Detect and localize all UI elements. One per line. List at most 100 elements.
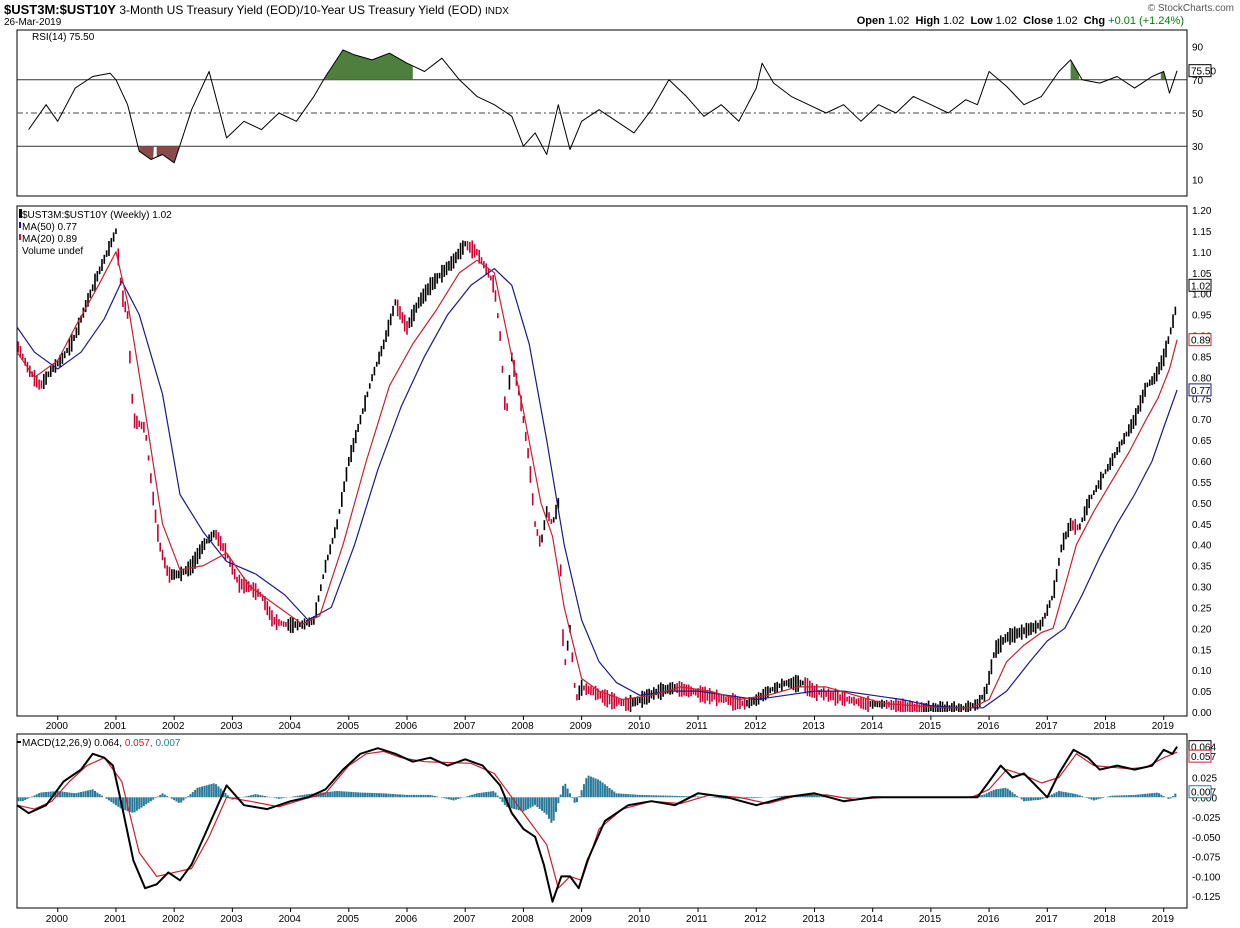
macd-tick-0.025: 0.025 (1192, 774, 1217, 785)
ma20-legend: MA(20) 0.89 (22, 234, 77, 245)
close-label: Close (1023, 15, 1054, 27)
exchange-label: INDX (485, 6, 509, 17)
rsi-last-value: 75.50 (1191, 67, 1216, 78)
chart-date: 26-Mar-2019 (4, 17, 62, 28)
ma50-last-value: 0.77 (1191, 386, 1211, 397)
x-tick-2014: 2014 (861, 721, 884, 732)
price-tick-0.40: 0.40 (1192, 541, 1212, 552)
macd-x-tick-2009: 2009 (570, 914, 593, 925)
ma20-last-value: 0.89 (1191, 336, 1211, 347)
rsi-line (28, 49, 1178, 164)
macd-x-tick-2016: 2016 (977, 914, 1000, 925)
price-legend: $UST3M:$UST10Y (Weekly) 1.02 (22, 210, 172, 221)
price-tick-0.95: 0.95 (1192, 311, 1212, 322)
ma20-line (16, 251, 1178, 709)
macd-x-tick-2011: 2011 (686, 914, 708, 925)
macd-x-tick-2003: 2003 (220, 914, 243, 925)
rsi-legend: RSI(14) 75.50 (32, 32, 95, 43)
rsi-tick-70: 70 (1192, 76, 1204, 87)
macd-line (16, 746, 1178, 903)
price-panel (16, 205, 1188, 717)
macd-x-tick-2019: 2019 (1152, 914, 1175, 925)
hist-last-value-box (1188, 785, 1212, 799)
price-tick-0.50: 0.50 (1192, 499, 1212, 510)
price-tick-0.85: 0.85 (1192, 352, 1212, 363)
macd-x-tick-2006: 2006 (395, 914, 418, 925)
rsi-tick-90: 90 (1192, 43, 1204, 54)
price-tick-0.25: 0.25 (1192, 603, 1212, 614)
price-tick-0.20: 0.20 (1192, 624, 1212, 635)
x-tick-2019: 2019 (1152, 721, 1175, 732)
rsi-tick-10: 10 (1192, 175, 1204, 186)
macd-x-tick-2014: 2014 (861, 914, 884, 925)
high-label: High (915, 15, 940, 27)
rsi-last-value-box (1188, 64, 1212, 78)
symbol-description: 3-Month US Treasury Yield (EOD)/10-Year … (119, 3, 482, 17)
signal-last-value-box (1188, 749, 1212, 763)
price-tick-0.10: 0.10 (1192, 666, 1212, 677)
high-value: 1.02 (942, 15, 965, 27)
macd-x-tick-2015: 2015 (919, 914, 942, 925)
macd-x-tick-2004: 2004 (279, 914, 302, 925)
x-tick-2016: 2016 (977, 721, 1000, 732)
price-tick-0.45: 0.45 (1192, 520, 1212, 531)
low-label: Low (970, 15, 993, 27)
hist-last-value: 0.007 (1191, 788, 1216, 799)
price-last-value-box (1188, 278, 1212, 292)
rsi-oversold-fill-1 (156, 146, 180, 163)
x-tick-2011: 2011 (686, 721, 708, 732)
chart-title: $UST3M:$UST10Y 3-Month US Treasury Yield… (4, 2, 509, 17)
price-tick-1.20: 1.20 (1192, 206, 1212, 217)
macd-legend: MACD(12,26,9) 0.064, 0.057, 0.007 (22, 738, 181, 749)
macd-x-tick-2005: 2005 (337, 914, 360, 925)
x-tick-2000: 2000 (46, 721, 69, 732)
macd-legend-prefix: MACD(12,26,9) (22, 738, 94, 749)
signal-last-value: 0.057 (1191, 752, 1216, 763)
price-tick-0.00: 0.00 (1192, 708, 1212, 719)
x-tick-2004: 2004 (279, 721, 302, 732)
open-label: Open (856, 15, 885, 27)
ma20-last-value-box (1188, 333, 1212, 347)
x-tick-2007: 2007 (453, 721, 476, 732)
x-tick-2015: 2015 (919, 721, 942, 732)
price-tick-0.30: 0.30 (1192, 583, 1212, 594)
price-tick-0.65: 0.65 (1192, 436, 1212, 447)
symbol-label: $UST3M:$UST10Y (4, 2, 116, 17)
macd-legend-macd: 0.064, (94, 738, 125, 749)
low-value: 1.02 (995, 15, 1017, 27)
macd-x-tick-2018: 2018 (1094, 914, 1117, 925)
macd-tick--0.125: -0.125 (1192, 892, 1221, 903)
x-tick-2013: 2013 (802, 721, 825, 732)
price-tick-1.00: 1.00 (1192, 290, 1212, 301)
x-tick-2003: 2003 (220, 721, 243, 732)
stockcharts-credit: © StockCharts.com (1147, 3, 1234, 14)
x-tick-2006: 2006 (395, 721, 418, 732)
macd-legend-signal: 0.057, (125, 738, 156, 749)
macd-last-value: 0.064 (1191, 743, 1216, 754)
price-tick-1.05: 1.05 (1192, 269, 1212, 280)
macd-x-tick-2007: 2007 (453, 914, 476, 925)
x-tick-2001: 2001 (104, 721, 127, 732)
x-tick-2002: 2002 (162, 721, 185, 732)
volume-legend: Volume undef (22, 246, 83, 257)
price-tick-0.60: 0.60 (1192, 457, 1212, 468)
rsi-tick-50: 50 (1192, 109, 1204, 120)
price-tick-0.35: 0.35 (1192, 562, 1212, 573)
price-legend-swatch (19, 209, 22, 218)
macd-x-tick-2013: 2013 (802, 914, 825, 925)
macd-x-tick-2008: 2008 (511, 914, 534, 925)
x-tick-2012: 2012 (744, 721, 767, 732)
price-tick-1.10: 1.10 (1192, 248, 1212, 259)
macd-x-tick-2012: 2012 (744, 914, 767, 925)
rsi-oversold-fill-0 (139, 146, 154, 160)
close-value: 1.02 (1056, 15, 1078, 27)
macd-x-tick-2000: 2000 (46, 914, 69, 925)
price-tick-0.05: 0.05 (1192, 687, 1212, 698)
macd-x-tick-2002: 2002 (162, 914, 185, 925)
macd-panel (16, 733, 1188, 909)
macd-tick--0.075: -0.075 (1192, 853, 1221, 864)
x-tick-2008: 2008 (511, 721, 534, 732)
price-tick-0.75: 0.75 (1192, 394, 1212, 405)
price-tick-0.55: 0.55 (1192, 478, 1212, 489)
